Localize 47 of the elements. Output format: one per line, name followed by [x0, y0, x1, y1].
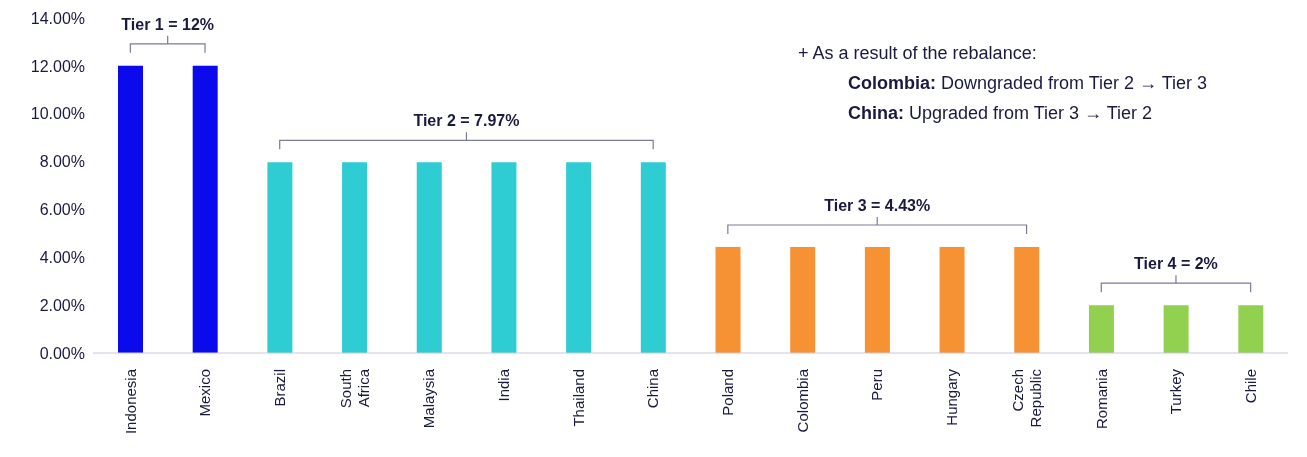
x-tick-label: Thailand [569, 369, 587, 427]
x-tick-label: China [644, 368, 662, 409]
x-tick-label: Hungary [943, 368, 961, 426]
y-tick-label: 8.00% [39, 153, 85, 171]
bar [192, 65, 218, 353]
y-tick-label: 10.00% [30, 105, 85, 123]
annotation: Tier 2 = 7.97% [413, 112, 520, 130]
bar [566, 162, 592, 353]
bar [939, 247, 965, 353]
x-tick-label: Romania [1092, 368, 1110, 430]
x-tick-label: Czech Republic [1008, 368, 1044, 428]
y-tick-label: 2.00% [39, 296, 85, 314]
y-tick-label: 6.00% [39, 201, 85, 219]
x-tick-label: Poland [719, 369, 737, 416]
x-tick-label: South Africa [336, 368, 372, 409]
x-tick-label: Indonesia [121, 368, 139, 435]
bar [491, 162, 517, 353]
bar [118, 65, 143, 353]
annotation: + As a result of the rebalance: [798, 42, 1038, 65]
annotation: Colombia: Downgraded from Tier 2 → Tier 3 [847, 72, 1208, 95]
bar [640, 162, 666, 353]
annotation: Tier 3 = 4.43% [824, 197, 931, 214]
x-tick-label: India [495, 368, 513, 402]
bar [342, 162, 368, 353]
x-tick-label: Mexico [196, 369, 214, 417]
annotation: Tier 1 = 12% [121, 15, 215, 33]
x-tick-label: Chile [1241, 369, 1259, 404]
bar [864, 247, 890, 353]
bar [416, 162, 442, 353]
bar [267, 162, 293, 353]
x-tick-label: Colombia [793, 368, 811, 433]
bar [1238, 305, 1264, 353]
x-tick-label: Malaysia [420, 368, 438, 429]
x-tick-label: Peru [868, 369, 886, 401]
bar [1088, 305, 1114, 353]
annotation: China: Upgraded from Tier 3 → Tier 2 [847, 102, 1154, 125]
bar [1163, 305, 1189, 353]
bar [715, 247, 741, 353]
annotation: Tier 4 = 2% [1134, 255, 1218, 273]
bar [1014, 247, 1040, 353]
x-tick-label: Turkey [1167, 368, 1185, 415]
x-tick-label: Brazil [270, 369, 288, 407]
bar [790, 247, 816, 353]
y-tick-label: 4.00% [39, 248, 85, 266]
y-tick-label: 12.00% [30, 57, 85, 75]
y-tick-label: 0.00% [39, 344, 85, 362]
y-tick-label: 14.00% [30, 9, 85, 27]
